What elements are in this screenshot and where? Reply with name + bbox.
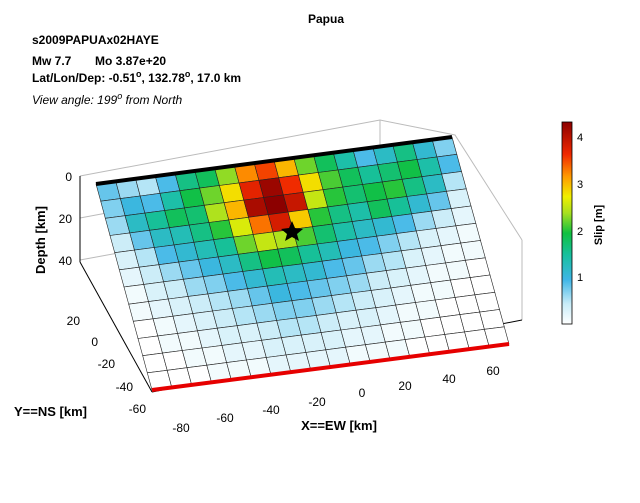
- y-tick-minus60: -60: [129, 402, 147, 416]
- x-tick-20: 20: [398, 379, 412, 393]
- slip-grid: [95, 136, 510, 391]
- y-axis-label: Y==NS [km]: [14, 404, 87, 419]
- back-wall-top: [79, 119, 523, 241]
- slip-cell-r10-c17: [479, 309, 505, 330]
- magnitude-label: Mw 7.7: [32, 54, 72, 68]
- z-ticks: 0 20 40: [59, 170, 73, 268]
- x-tick-40: 40: [442, 372, 456, 386]
- colorbar: [561, 121, 573, 325]
- event-id: s2009PAPUAx02HAYE: [32, 33, 159, 47]
- x-tick-0: 0: [359, 386, 366, 400]
- view-degree: o: [117, 91, 122, 101]
- y-ticks: 20 0 -20 -40 -60: [67, 314, 147, 416]
- fault-bottom-edge: [151, 342, 510, 392]
- x-tick-minus40: -40: [262, 403, 280, 417]
- y-tick-0: 0: [91, 335, 98, 349]
- y-tick-minus20: -20: [98, 357, 116, 371]
- location-label: Lat/Lon/Dep: -0.51o, 132.78o, 17.0 km: [32, 69, 241, 85]
- x-tick-60: 60: [486, 364, 500, 378]
- fault-top-edge: [95, 135, 453, 186]
- moment-label: Mo 3.87e+20: [95, 54, 166, 68]
- z-tick-40: 40: [59, 254, 73, 268]
- y-tick-20: 20: [67, 314, 81, 328]
- x-tick-minus80: -80: [172, 421, 190, 435]
- slip-cell-r7-c17: [465, 257, 491, 278]
- colorbar-tick-1: 1: [577, 272, 583, 284]
- location-suffix: , 17.0 km: [190, 71, 241, 85]
- view-angle-label: View angle: 199o from North: [32, 91, 183, 107]
- slip-cell-r1-c17: [436, 153, 462, 175]
- z-tick-20: 20: [59, 212, 73, 226]
- slip-cell-r8-c17: [469, 274, 496, 296]
- x-tick-minus20: -20: [308, 395, 326, 409]
- z-tick-0: 0: [65, 170, 72, 184]
- slip-cell-r2-c17: [441, 171, 467, 192]
- colorbar-tick-4: 4: [577, 132, 583, 144]
- colorbar-ticks: 1 2 3 4: [577, 132, 583, 284]
- location-degree-2: o: [185, 69, 191, 79]
- x-tick-minus60: -60: [216, 411, 234, 425]
- x-axis-label: X==EW [km]: [301, 418, 377, 433]
- slip-cell-r3-c17: [446, 188, 472, 209]
- hypocenter-star-icon: [281, 221, 303, 241]
- location-mid: , 132.78: [142, 71, 186, 85]
- slip-cell-r4-c17: [450, 205, 477, 227]
- x-ticks: -80 -60 -40 -20 0 20 40 60: [172, 364, 500, 435]
- location-degree-1: o: [136, 69, 142, 79]
- location-prefix: Lat/Lon/Dep: -0.51: [32, 71, 136, 85]
- y-tick-minus40: -40: [116, 380, 134, 394]
- colorbar-tick-3: 3: [577, 179, 583, 191]
- chart-title: Papua: [308, 12, 344, 26]
- slip-cell-r6-c17: [460, 240, 486, 261]
- colorbar-tick-2: 2: [577, 226, 583, 238]
- colorbar-label: Slip [m]: [593, 205, 605, 246]
- slip-cell-r9-c17: [474, 291, 500, 313]
- z-axis-label: Depth [km]: [33, 206, 48, 274]
- view-prefix: View angle: 199: [32, 93, 118, 107]
- view-suffix: from North: [122, 93, 182, 107]
- y-axis-line: [79, 261, 153, 393]
- slip-cell-r5-c17: [455, 222, 481, 244]
